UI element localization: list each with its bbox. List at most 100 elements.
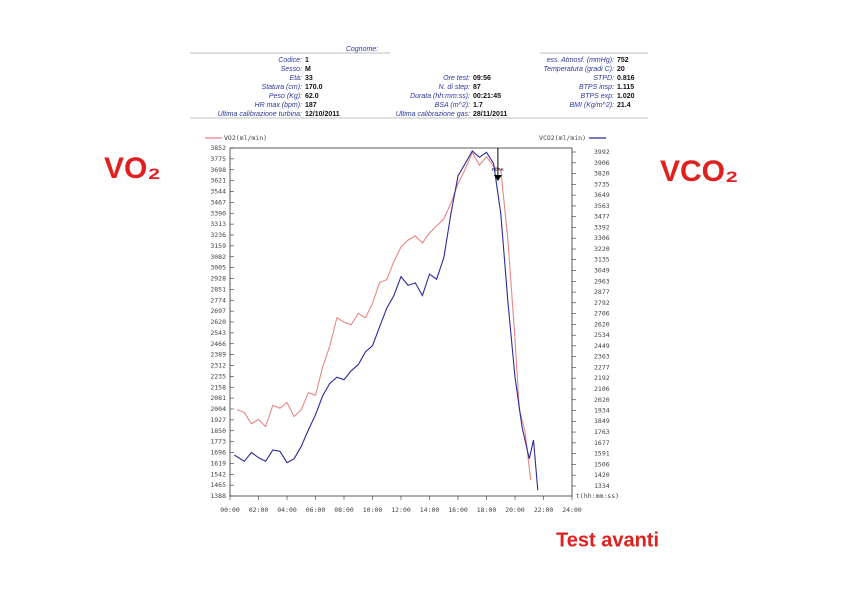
y-tick-label: 2851: [210, 285, 226, 293]
y-tick-label: 2235: [210, 372, 226, 380]
field-label: Statura (cm):: [262, 84, 303, 91]
y2-tick-label: 1506: [594, 460, 610, 468]
y-tick-label: 2620: [210, 318, 226, 326]
y2-tick-label: 2192: [594, 374, 610, 382]
field-value: 33: [305, 75, 313, 82]
field-label: ess. Atmosf. (mmHg):: [547, 57, 614, 64]
series-line: [236, 151, 532, 481]
x-tick-label: 00:00: [220, 506, 240, 514]
y2-tick-label: 3135: [594, 256, 610, 264]
y-tick-label: 2543: [210, 329, 226, 337]
y-tick-label: 3621: [210, 177, 226, 185]
header-title: Cognome:: [346, 46, 378, 53]
y-tick-label: 1927: [210, 416, 226, 424]
field-value: 1: [305, 57, 309, 64]
y-tick-label: 3390: [210, 209, 226, 217]
y2-tick-label: 1849: [594, 417, 610, 425]
x-tick-label: 06:00: [306, 506, 326, 514]
x-tick-label: 16:00: [448, 506, 468, 514]
y-tick-label: 2312: [210, 362, 226, 370]
x-tick-label: 20:00: [505, 506, 525, 514]
y-tick-label: 2928: [210, 275, 226, 283]
y-tick-label: 2081: [210, 394, 226, 402]
field-value: 28/11/2011: [473, 111, 507, 118]
y-tick-label: 1388: [210, 492, 226, 500]
field-label: Età:: [290, 75, 303, 82]
y2-tick-label: 2449: [594, 342, 610, 350]
field-label: Durata (hh:mm:ss):: [410, 93, 470, 100]
y-tick-label: 1465: [210, 481, 226, 489]
y2-tick-label: 2620: [594, 320, 610, 328]
x-tick-label: 02:00: [249, 506, 269, 514]
y2-tick-label: 2792: [594, 299, 610, 307]
y-tick-label: 3698: [210, 166, 226, 174]
x-tick-label: 04:00: [277, 506, 297, 514]
y-tick-label: 3775: [210, 155, 226, 163]
y-tick-label: 1619: [210, 459, 226, 467]
y-tick-label: 3159: [210, 242, 226, 250]
y-tick-label: 1542: [210, 470, 226, 478]
field-label: Sesso:: [281, 66, 302, 73]
field-label: Peso (Kg):: [269, 93, 302, 100]
y-tick-label: 2774: [210, 296, 226, 304]
field-value: 1.020: [617, 93, 635, 100]
field-label: HR max (bpm):: [255, 102, 303, 109]
legend-label: VO2(ml/min): [224, 134, 267, 142]
peak-marker: [493, 175, 502, 181]
left-label: VO₂: [104, 152, 161, 185]
field-label: BTPS exp:: [581, 93, 615, 100]
field-value: 62.0: [305, 93, 319, 100]
y2-tick-label: 2277: [594, 363, 610, 371]
y2-tick-label: 3049: [594, 266, 610, 274]
y2-tick-label: 1934: [594, 407, 610, 415]
y2-tick-label: 3735: [594, 180, 610, 188]
y2-tick-label: 3649: [594, 191, 610, 199]
field-value: 87: [473, 84, 481, 91]
y2-tick-label: 3820: [594, 170, 610, 178]
field-value: 170.0: [305, 84, 323, 91]
x-tick-label: 12:00: [391, 506, 411, 514]
x-tick-label: 08:00: [334, 506, 354, 514]
field-label: STPD:: [593, 75, 614, 82]
field-label: Ore test:: [443, 75, 470, 82]
field-value: 0.816: [617, 75, 635, 82]
x-tick-label: 10:00: [363, 506, 383, 514]
legend-label: VCO2(ml/min): [539, 134, 586, 142]
field-value: 00:21:45: [473, 93, 501, 100]
field-value: M: [305, 66, 311, 73]
field-label: BSA (m^2):: [435, 102, 470, 109]
field-value: 20: [617, 66, 625, 73]
y-tick-label: 3005: [210, 264, 226, 272]
y2-tick-label: 1591: [594, 450, 610, 458]
y2-tick-label: 1677: [594, 439, 610, 447]
field-value: 187: [305, 102, 317, 109]
x-tick-label: 22:00: [534, 506, 554, 514]
y2-tick-label: 2706: [594, 310, 610, 318]
y-tick-label: 1850: [210, 427, 226, 435]
y2-tick-label: 3220: [594, 245, 610, 253]
field-label: Codice:: [278, 57, 302, 64]
y-tick-label: 2466: [210, 340, 226, 348]
x-tick-label: 14:00: [420, 506, 440, 514]
peak-label: PEAK: [492, 167, 504, 172]
y2-tick-label: 1334: [594, 482, 610, 490]
y-tick-label: 3236: [210, 231, 226, 239]
y2-tick-label: 3563: [594, 202, 610, 210]
field-value: 1.7: [473, 102, 483, 109]
y-tick-label: 2697: [210, 307, 226, 315]
y-tick-label: 3544: [210, 188, 226, 196]
y-tick-label: 2004: [210, 405, 226, 413]
y2-tick-label: 3306: [594, 234, 610, 242]
y2-tick-label: 3477: [594, 213, 610, 221]
y-tick-label: 2158: [210, 383, 226, 391]
y2-tick-label: 2877: [594, 288, 610, 296]
field-label: BMI (Kg/m^2):: [569, 102, 614, 109]
y-tick-label: 3852: [210, 144, 226, 152]
y-tick-label: 1696: [210, 449, 226, 457]
field-value: 1.115: [617, 84, 634, 91]
field-label: Temperatura (gradi C):: [543, 66, 614, 73]
field-value: 21.4: [617, 102, 631, 109]
series-line: [234, 150, 539, 491]
field-value: 752: [617, 57, 629, 64]
